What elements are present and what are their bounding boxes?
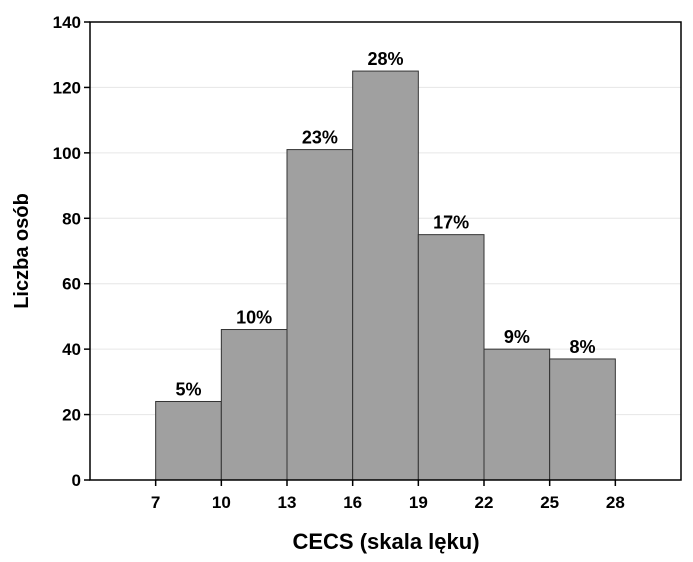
histogram-bar (286, 149, 354, 481)
bar-percent-label: 5% (175, 379, 201, 399)
bar-percent-label: 23% (302, 128, 338, 148)
bars (155, 70, 616, 481)
y-axis-title: Liczba osób (11, 193, 33, 309)
bar-labels: 5% 10% 23% 28% 17% 9% 8% (175, 49, 595, 399)
y-tick-label: 60 (62, 275, 81, 294)
histogram-bar (483, 348, 551, 481)
x-tick-label: 25 (540, 493, 559, 512)
histogram-bar (417, 234, 485, 481)
x-tick-label: 22 (475, 493, 494, 512)
y-tick-label: 120 (53, 78, 81, 97)
histogram-bar (352, 70, 419, 481)
y-tick-label: 140 (53, 13, 81, 32)
bar-percent-label: 28% (367, 49, 403, 69)
x-tick-label: 7 (151, 493, 160, 512)
x-tick-label: 10 (212, 493, 231, 512)
bar-percent-label: 17% (433, 213, 469, 233)
x-tick-label: 13 (278, 493, 297, 512)
histogram-bar (549, 358, 616, 481)
histogram-bar (220, 329, 288, 481)
bar-percent-label: 10% (236, 308, 272, 328)
y-tick-label: 0 (72, 471, 81, 490)
bar-percent-label: 8% (569, 337, 595, 357)
bar-percent-label: 9% (504, 327, 530, 347)
x-axis-ticks: 7 10 13 16 19 22 25 28 (151, 480, 625, 512)
x-tick-label: 16 (343, 493, 362, 512)
x-tick-label: 28 (606, 493, 625, 512)
y-axis-ticks: 0 20 40 60 80 100 120 140 (53, 13, 90, 490)
x-tick-label: 19 (409, 493, 428, 512)
y-tick-label: 100 (53, 144, 81, 163)
y-tick-label: 80 (62, 209, 81, 228)
histogram-bar (155, 400, 222, 481)
x-axis-title: CECS (skala lęku) (292, 529, 479, 554)
y-tick-label: 40 (62, 340, 81, 359)
y-tick-label: 20 (62, 406, 81, 425)
plot-frame (89, 21, 682, 481)
